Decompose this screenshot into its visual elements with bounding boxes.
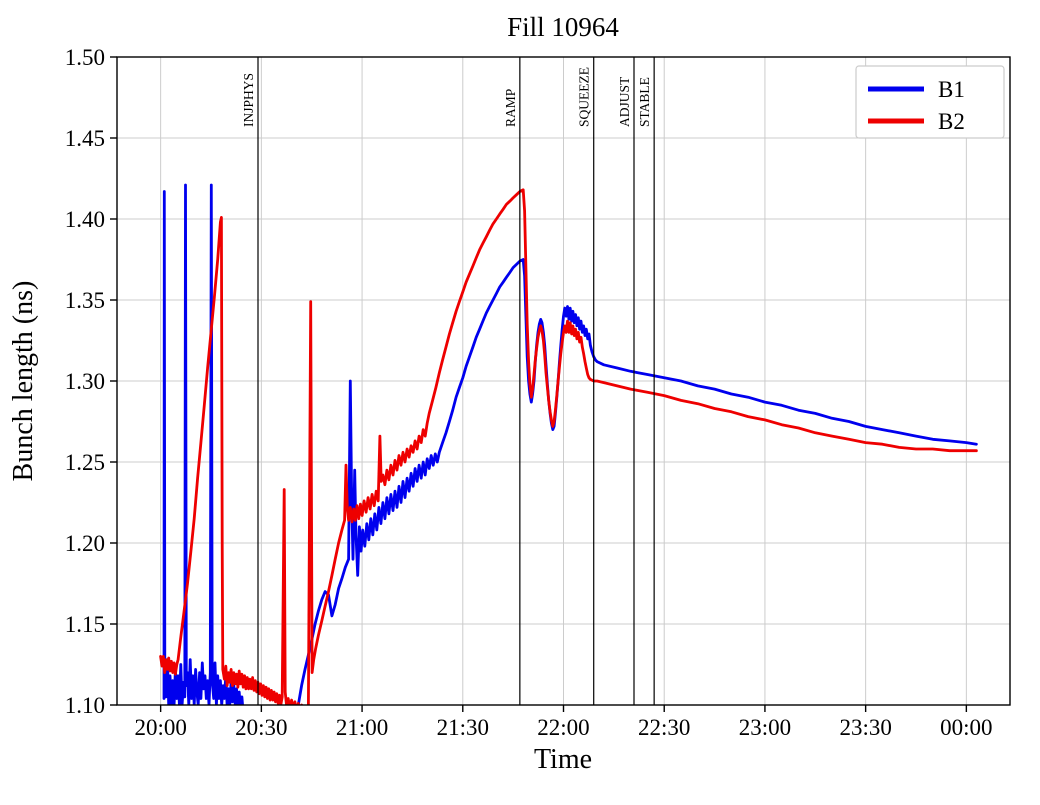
y-tick-label: 1.10: [65, 693, 105, 718]
x-tick-label: 23:30: [839, 715, 891, 740]
x-axis-label: Time: [534, 744, 592, 775]
y-tick-label: 1.15: [65, 612, 105, 637]
event-label-squeeze: SQUEEZE: [577, 67, 592, 127]
event-label-ramp: RAMP: [503, 89, 518, 127]
y-tick-label: 1.50: [65, 45, 105, 70]
x-tick-label: 20:00: [134, 715, 186, 740]
y-tick-label: 1.45: [65, 126, 105, 151]
x-tick-label: 21:00: [336, 715, 388, 740]
legend-label-b2: B2: [938, 109, 965, 134]
y-tick-label: 1.35: [65, 288, 105, 313]
event-label-stable: STABLE: [637, 77, 652, 127]
x-tick-label: 21:30: [437, 715, 489, 740]
y-tick-label: 1.30: [65, 369, 105, 394]
x-tick-label: 22:00: [537, 715, 589, 740]
x-tick-label: 23:00: [739, 715, 791, 740]
series-line-b1: [162, 183, 978, 705]
series-layer: [159, 183, 978, 705]
events-layer: INJPHYS RAMP SQUEEZE ADJUST STABLE: [241, 57, 655, 705]
x-tick-label: 00:00: [940, 715, 992, 740]
axes-layer: 20:00 20:30 21:00 21:30 22:00 22:30 23:00 23:30…: [65, 45, 1011, 740]
grid-layer: [117, 56, 1010, 706]
legend-box: [855, 65, 1005, 139]
y-axis-label: Bunch length (ns): [8, 281, 39, 482]
y-tick-label: 1.40: [65, 207, 105, 232]
x-tick-label: 22:30: [638, 715, 690, 740]
series-line-b2: [159, 188, 978, 705]
x-tick-label: 20:30: [235, 715, 287, 740]
legend-label-b1: B1: [938, 77, 965, 102]
event-label-adjust: ADJUST: [617, 76, 632, 127]
y-tick-label: 1.25: [65, 450, 105, 475]
chart-title: Fill 10964: [507, 12, 619, 42]
event-label-injphys: INJPHYS: [241, 73, 256, 127]
y-tick-label: 1.20: [65, 531, 105, 556]
